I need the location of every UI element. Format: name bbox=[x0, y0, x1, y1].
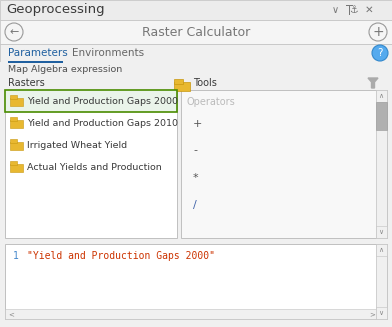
Text: "Yield and Production Gaps 2000": "Yield and Production Gaps 2000" bbox=[27, 251, 215, 261]
Text: /: / bbox=[193, 200, 197, 210]
Text: *: * bbox=[193, 173, 199, 183]
Text: Rasters: Rasters bbox=[8, 78, 45, 88]
Bar bbox=[346, 5, 353, 6]
Text: +: + bbox=[372, 25, 384, 39]
Text: ∧: ∧ bbox=[378, 247, 383, 253]
Bar bbox=[5, 90, 177, 112]
Bar bbox=[174, 79, 183, 84]
Bar bbox=[181, 90, 387, 238]
Text: Map Algebra expression: Map Algebra expression bbox=[8, 64, 122, 74]
Bar bbox=[0, 20, 392, 44]
Bar bbox=[10, 142, 23, 150]
Bar bbox=[10, 95, 17, 99]
Circle shape bbox=[372, 45, 388, 61]
Text: +: + bbox=[193, 119, 202, 129]
Bar bbox=[5, 90, 177, 238]
Bar bbox=[0, 76, 392, 90]
Bar bbox=[10, 120, 23, 128]
Bar bbox=[0, 0, 392, 20]
Text: Yield and Production Gaps 2010: Yield and Production Gaps 2010 bbox=[27, 118, 178, 128]
Text: 1: 1 bbox=[13, 251, 19, 261]
Bar bbox=[376, 307, 387, 319]
Bar bbox=[376, 90, 387, 102]
Bar bbox=[376, 226, 387, 238]
Text: ∨: ∨ bbox=[332, 5, 339, 15]
Text: >: > bbox=[369, 311, 375, 317]
Polygon shape bbox=[368, 78, 378, 88]
Text: ⚓: ⚓ bbox=[349, 5, 358, 15]
Bar bbox=[174, 82, 190, 91]
Bar bbox=[0, 62, 392, 76]
Bar bbox=[10, 117, 17, 121]
Bar bbox=[376, 244, 387, 319]
Text: Raster Calculator: Raster Calculator bbox=[142, 26, 250, 39]
Text: Geoprocessing: Geoprocessing bbox=[6, 4, 105, 16]
Text: ∨: ∨ bbox=[378, 310, 383, 316]
Text: ←: ← bbox=[9, 27, 19, 37]
Bar bbox=[5, 244, 387, 319]
Bar bbox=[376, 244, 387, 256]
Bar bbox=[10, 161, 17, 165]
Bar bbox=[376, 102, 387, 130]
Text: ∧: ∧ bbox=[378, 93, 383, 99]
Text: Tools: Tools bbox=[193, 78, 217, 88]
Text: Environments: Environments bbox=[72, 48, 144, 58]
Text: Irrigated Wheat Yield: Irrigated Wheat Yield bbox=[27, 141, 127, 149]
Bar bbox=[0, 44, 392, 62]
Text: Yield and Production Gaps 2000: Yield and Production Gaps 2000 bbox=[27, 96, 178, 106]
Text: <: < bbox=[8, 311, 14, 317]
Text: ?: ? bbox=[377, 48, 383, 58]
Text: ∨: ∨ bbox=[378, 229, 383, 235]
Bar bbox=[376, 90, 387, 238]
Text: Operators: Operators bbox=[187, 97, 236, 107]
Bar bbox=[349, 5, 350, 15]
Bar bbox=[5, 309, 376, 319]
Bar bbox=[10, 164, 23, 172]
Text: ✕: ✕ bbox=[365, 5, 374, 15]
Bar bbox=[10, 98, 23, 106]
Text: Actual Yields and Production: Actual Yields and Production bbox=[27, 163, 162, 171]
Bar bbox=[8, 61, 63, 62]
Text: Parameters: Parameters bbox=[8, 48, 68, 58]
Bar bbox=[10, 139, 17, 143]
Text: -: - bbox=[193, 145, 197, 155]
